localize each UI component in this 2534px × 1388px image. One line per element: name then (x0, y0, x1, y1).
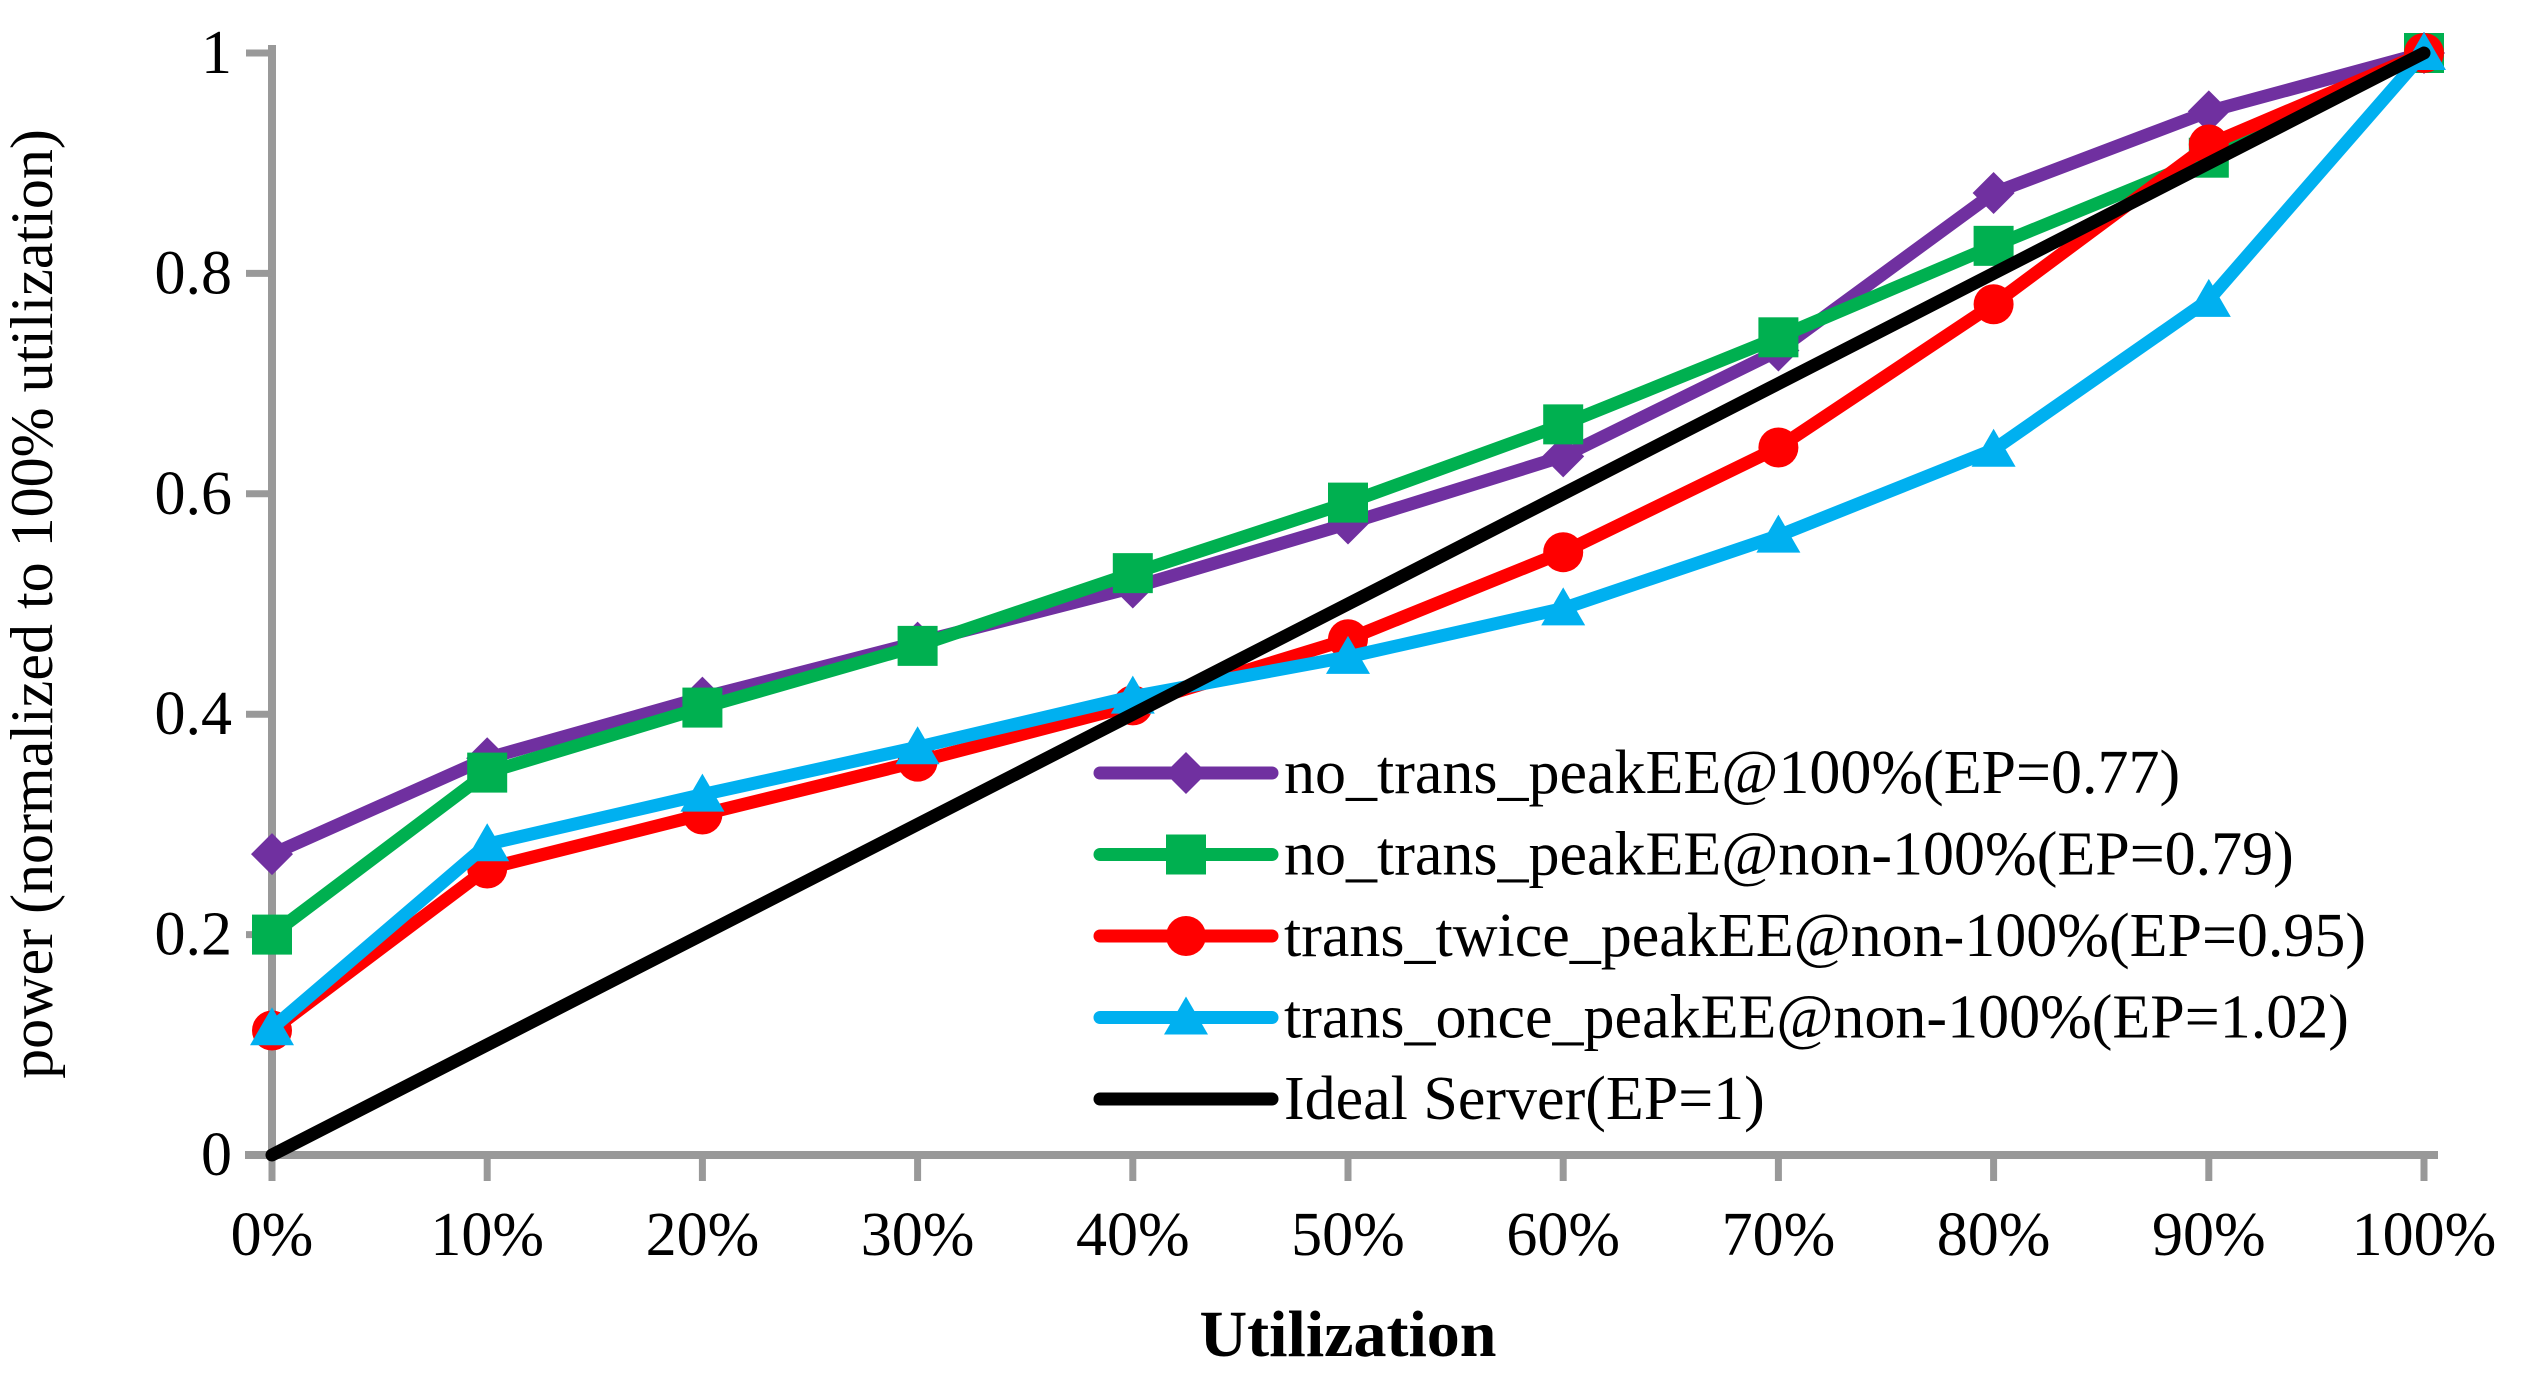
series-marker-square (252, 914, 292, 955)
y-tick-label: 1 (201, 19, 232, 87)
legend-label: trans_twice_peakEE@non-100%(EP=0.95) (1284, 902, 2366, 970)
legend-label: trans_once_peakEE@non-100%(EP=1.02) (1284, 984, 2349, 1052)
series-marker-triangle (895, 726, 940, 765)
legend-marker-circle (1166, 916, 1206, 956)
x-tick-label: 20% (646, 1201, 760, 1269)
series-marker-triangle (465, 823, 510, 862)
legend-marker-diamond (1165, 752, 1207, 794)
series-marker-diamond (251, 833, 293, 876)
x-tick-label: 0% (231, 1201, 314, 1269)
legend-marker-triangle (1164, 996, 1208, 1035)
legend-item: trans_twice_peakEE@non-100%(EP=0.95) (1093, 902, 2366, 970)
x-tick-label: 40% (1076, 1201, 1190, 1269)
series-marker-triangle (250, 1007, 294, 1046)
series-marker-circle (1758, 427, 1799, 468)
series-marker-triangle (1756, 514, 1801, 553)
legend: no_trans_peakEE@100%(EP=0.77) no_trans_pe… (1093, 739, 2366, 1133)
series-marker-triangle (680, 773, 725, 812)
x-tick-label: 80% (1937, 1201, 2051, 1269)
series-marker-diamond (1542, 435, 1585, 478)
series-layer (250, 32, 2446, 1162)
axes-layer: 00.20.40.60.810% 10% 20% 30% 40% 50% 60% 70% 80%… (155, 19, 2497, 1269)
x-tick-label: 70% (1722, 1201, 1836, 1269)
series-marker-triangle (2186, 278, 2231, 317)
x-tick-label: 90% (2152, 1201, 2266, 1269)
series-marker-diamond (1972, 171, 2015, 214)
x-tick-label: 50% (1291, 1201, 1405, 1269)
y-tick-label: 0.4 (155, 680, 233, 748)
legend-item: no_trans_peakEE@non-100%(EP=0.79) (1093, 821, 2294, 889)
legend-label: no_trans_peakEE@non-100%(EP=0.79) (1284, 821, 2294, 889)
y-axis-title: power (normalized to 100% utilization) (0, 129, 65, 1079)
series-marker-diamond (2187, 90, 2230, 133)
series-marker-square (897, 625, 938, 666)
series-marker-circle (1543, 532, 1584, 573)
x-tick-label: 30% (861, 1201, 975, 1269)
series-marker-square (682, 687, 723, 728)
series-marker-square (1973, 225, 2014, 266)
legend-item: trans_once_peakEE@non-100%(EP=1.02) (1093, 984, 2349, 1052)
legend-item: no_trans_peakEE@100%(EP=0.77) (1093, 739, 2180, 807)
legend-label: Ideal Server(EP=1) (1284, 1065, 1765, 1133)
series-marker-square (1758, 317, 1799, 358)
x-tick-label: 10% (430, 1201, 544, 1269)
series-marker-triangle (1541, 587, 1586, 626)
series-marker-triangle (1971, 428, 2016, 467)
legend-label: no_trans_peakEE@100%(EP=0.77) (1284, 739, 2180, 807)
series-line-none (265, 46, 2431, 1162)
x-axis-title: Utilization (1200, 1298, 1497, 1371)
series-marker-square (467, 752, 508, 793)
series-marker-triangle (1326, 635, 1370, 674)
x-tick-label: 100% (2352, 1201, 2497, 1269)
x-tick-label: 60% (1506, 1201, 1620, 1269)
y-tick-label: 0.6 (155, 460, 233, 528)
series-marker-circle (1973, 284, 2014, 325)
series-marker-square (1112, 553, 1153, 594)
legend-item: Ideal Server(EP=1) (1093, 1065, 1765, 1133)
y-tick-label: 0.2 (155, 901, 233, 969)
y-tick-label: 0.8 (155, 239, 233, 307)
series-marker-square (1328, 482, 1368, 523)
series-marker-square (1543, 404, 1584, 445)
legend-marker-square (1166, 834, 1206, 875)
y-tick-label: 0 (201, 1121, 232, 1189)
